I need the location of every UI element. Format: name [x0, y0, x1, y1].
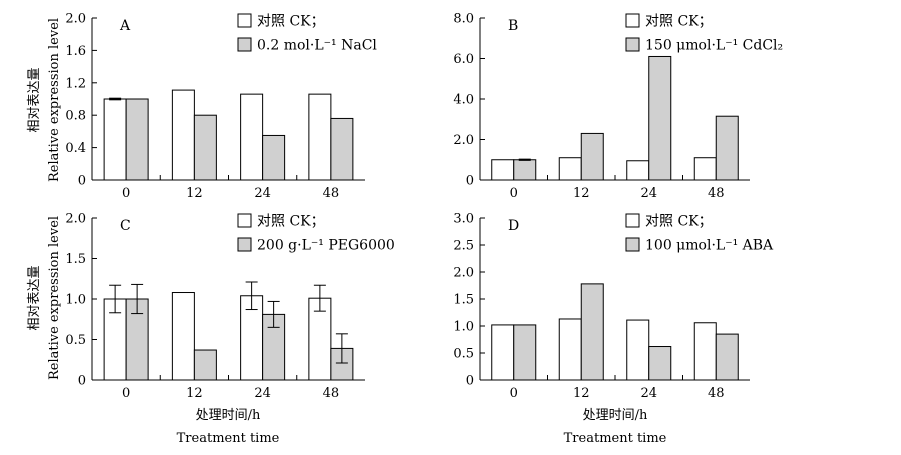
bar-treatment-d-12: [580, 283, 604, 381]
panel-b: 0 2.0 4.0 6.0 8.0 0 12 24 48 B 对照 CK； 150 μmol·L⁻¹ …: [453, 12, 783, 202]
y-tick-label-b: 0: [466, 174, 474, 189]
bar-ck-c-12: [171, 292, 195, 381]
y-tick-label-b: 8.0: [453, 12, 474, 27]
y-tick-label-b: 4.0: [453, 93, 474, 108]
legend-label-ck-a: 对照 CK；: [257, 14, 325, 30]
bar-ck-a-48: [308, 93, 332, 181]
legend-label-treatment-d: 100 μmol·L⁻¹ ABA: [645, 238, 774, 254]
y-tick-label-a: 2.0: [65, 12, 86, 27]
legend-swatch-ck-c: [237, 213, 252, 228]
bar-ck-a-12: [171, 89, 195, 181]
y-tick-label-d: 2.5: [453, 239, 474, 254]
x-tick-label-c: 0: [122, 386, 130, 401]
bar-treatment-b-0: [513, 159, 537, 181]
y-axis-label-en-top: Relative expression level: [47, 18, 62, 182]
x-tick-label-a: 24: [254, 186, 271, 201]
y-tick-label-a: 0: [78, 174, 86, 189]
y-tick-label-c: 0.5: [65, 333, 86, 348]
y-axis-label-cn-bottom: 相对表达量: [27, 265, 42, 330]
y-tick-label-c: 0: [78, 374, 86, 389]
legend-label-treatment-b: 150 μmol·L⁻¹ CdCl₂: [645, 38, 783, 54]
bar-treatment-a-12: [193, 114, 217, 181]
bar-ck-b-24: [626, 160, 650, 181]
bar-treatment-b-48: [715, 115, 739, 181]
bar-treatment-b-24: [648, 55, 672, 181]
panel-d: 0 0.5 1.0 1.5 2.0 2.5 3.0 0 12 24 48 D 对照 CK； 100 μmo…: [453, 212, 774, 402]
x-tick-label-c: 24: [254, 386, 271, 401]
legend-swatch-treatment-a: [237, 37, 252, 52]
bar-treatment-d-48: [715, 333, 739, 381]
panel-letter-b: B: [508, 18, 518, 34]
bar-ck-d-48: [693, 322, 717, 381]
bar-treatment-b-12: [580, 132, 604, 181]
x-tick-label-d: 48: [708, 386, 725, 401]
x-tick-label-d: 12: [573, 386, 590, 401]
bar-ck-b-48: [693, 157, 717, 181]
y-tick-label-d: 1.0: [453, 320, 474, 335]
y-tick-label-a: 1.2: [65, 76, 86, 91]
legend-label-ck-b: 对照 CK；: [645, 14, 713, 30]
y-tick-label-c: 1.0: [65, 293, 86, 308]
y-tick-label-c: 2.0: [65, 212, 86, 227]
bar-ck-d-12: [558, 318, 582, 381]
x-tick-label-a: 0: [122, 186, 130, 201]
y-tick-label-d: 0.5: [453, 347, 474, 362]
y-axis-label-cn-top: 相对表达量: [27, 67, 42, 132]
legend-label-ck-d: 对照 CK；: [645, 214, 713, 230]
x-tick-label-d: 24: [640, 386, 657, 401]
bar-treatment-a-0: [125, 98, 149, 181]
y-tick-label-c: 1.5: [65, 252, 86, 267]
x-tick-label-a: 12: [186, 186, 203, 201]
y-axis-label-en-bottom: Relative expression level: [47, 216, 62, 380]
x-tick-label-c: 12: [186, 386, 203, 401]
panel-letter-c: C: [120, 218, 131, 234]
legend-label-treatment-a: 0.2 mol·L⁻¹ NaCl: [257, 38, 377, 54]
x-tick-label-b: 24: [640, 186, 657, 201]
panel-c: 0 0.5 1.0 1.5 2.0 0 12 24 48 C 对照 CK； 200 g·L⁻¹ PEG…: [65, 212, 394, 402]
y-tick-label-a: 1.6: [65, 44, 86, 59]
x-tick-label-b: 12: [573, 186, 590, 201]
bar-ck-d-0: [491, 324, 515, 381]
y-tick-label-d: 0: [466, 374, 474, 389]
bar-ck-b-0: [491, 159, 515, 181]
x-tick-label-b: 48: [708, 186, 725, 201]
bar-treatment-a-48: [330, 117, 354, 181]
bar-ck-d-24: [626, 319, 650, 381]
legend-swatch-ck-a: [237, 13, 252, 28]
bar-treatment-c-12: [193, 349, 217, 381]
y-tick-label-d: 2.0: [453, 266, 474, 281]
x-axis-label-cn-left: 处理时间/h: [196, 408, 261, 423]
bar-ck-a-24: [240, 93, 264, 181]
x-axis-label-en-right: Treatment time: [564, 431, 667, 446]
legend-swatch-treatment-d: [625, 237, 640, 252]
y-tick-label-d: 3.0: [453, 212, 474, 227]
bar-ck-b-12: [558, 157, 582, 181]
legend-label-treatment-c: 200 g·L⁻¹ PEG6000: [257, 238, 395, 254]
panel-letter-a: A: [119, 18, 131, 34]
x-tick-label-c: 48: [323, 386, 340, 401]
x-axis-label-en-left: Treatment time: [177, 431, 280, 446]
legend-swatch-ck-d: [625, 213, 640, 228]
y-tick-label-a: 0.8: [65, 109, 86, 124]
bar-treatment-d-24: [648, 346, 672, 381]
y-tick-label-b: 6.0: [453, 52, 474, 67]
x-tick-label-a: 48: [323, 186, 340, 201]
x-tick-label-d: 0: [510, 386, 518, 401]
y-tick-label-b: 2.0: [453, 133, 474, 148]
bar-treatment-a-24: [262, 134, 286, 181]
panel-a: 0 0.4 0.8 1.2 1.6 2.0 0 12 24 48 A 对照 CK； 0.2 mol·L⁻…: [65, 12, 377, 202]
y-tick-label-a: 0.4: [65, 141, 86, 156]
bar-ck-a-0: [103, 98, 127, 181]
legend-label-ck-c: 对照 CK；: [257, 214, 325, 230]
x-axis-label-cn-right: 处理时间/h: [583, 408, 648, 423]
x-tick-label-b: 0: [510, 186, 518, 201]
legend-swatch-ck-b: [625, 13, 640, 28]
panel-letter-d: D: [508, 218, 519, 234]
legend-swatch-treatment-b: [625, 37, 640, 52]
legend-swatch-treatment-c: [237, 237, 252, 252]
y-tick-label-d: 1.5: [453, 293, 474, 308]
bar-treatment-d-0: [513, 324, 537, 381]
